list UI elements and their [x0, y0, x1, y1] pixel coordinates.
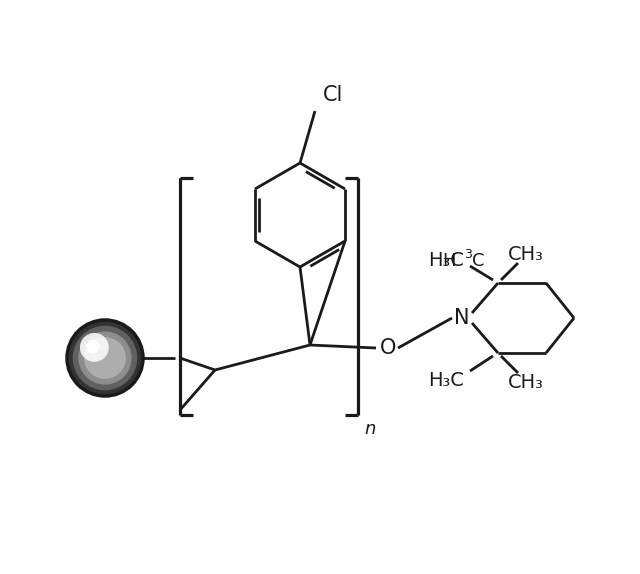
- Circle shape: [73, 325, 138, 390]
- Circle shape: [79, 331, 132, 385]
- Text: n: n: [364, 420, 376, 438]
- Text: CH₃: CH₃: [508, 374, 544, 393]
- Circle shape: [84, 337, 126, 379]
- Text: H₃C: H₃C: [428, 371, 464, 390]
- Circle shape: [67, 320, 143, 396]
- Circle shape: [86, 340, 100, 354]
- Text: CH₃: CH₃: [508, 246, 544, 265]
- Text: H₃C: H₃C: [428, 251, 464, 270]
- Circle shape: [68, 321, 142, 395]
- Text: 3: 3: [464, 248, 472, 261]
- Text: N: N: [454, 308, 470, 328]
- Text: H: H: [442, 252, 456, 270]
- Text: Cl: Cl: [323, 85, 343, 105]
- Text: C: C: [472, 252, 484, 270]
- Text: O: O: [380, 338, 396, 358]
- Circle shape: [80, 333, 109, 362]
